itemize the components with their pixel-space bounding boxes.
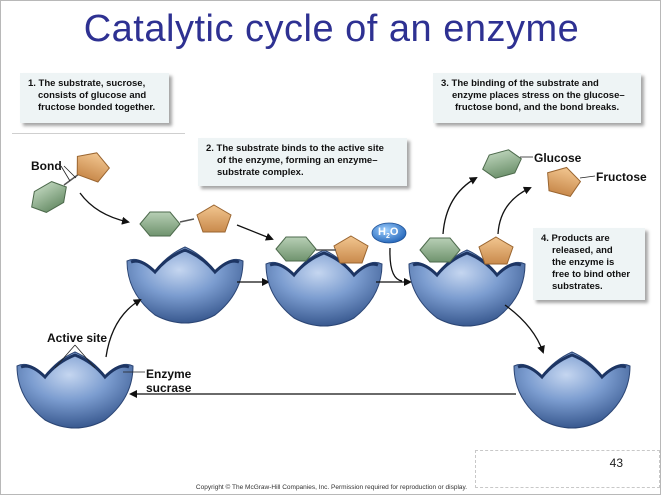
active-site-leader-left xyxy=(54,344,76,369)
arrow-fructose-release xyxy=(497,186,532,235)
bond-approaching xyxy=(179,218,195,223)
enzyme-substrate-complex xyxy=(264,248,384,328)
step-1-line-3: fructose bonded together. xyxy=(38,102,156,113)
fructose-shape-free xyxy=(71,146,114,185)
fructose-shape-approaching xyxy=(196,204,232,233)
step-2-line-2: of the enzyme, forming an enzyme– xyxy=(217,155,378,166)
enzyme-free-left xyxy=(15,350,135,430)
sucrose-approaching xyxy=(139,204,232,237)
fructose-shape-split xyxy=(478,236,514,265)
water-label-sub: 2 xyxy=(385,233,390,241)
bond-leader-line-2 xyxy=(63,165,77,179)
arrow-cycle-up xyxy=(105,298,142,358)
water-label-o: O xyxy=(389,226,399,238)
water-label-h: H xyxy=(378,226,386,238)
slide-number: 43 xyxy=(609,456,623,470)
glycosidic-bond xyxy=(63,173,80,186)
glucose-shape-released xyxy=(479,146,525,182)
bond-leader-line-1 xyxy=(60,165,71,182)
arrow-binding xyxy=(236,224,274,241)
bond-label: Bond xyxy=(31,159,62,173)
step-4-line-3: the enzyme is xyxy=(552,257,615,268)
active-site-label: Active site xyxy=(47,331,108,345)
fructose-label: Fructose xyxy=(596,170,647,184)
active-site-leader-right xyxy=(74,344,96,369)
enzyme-label-line1: Enzyme xyxy=(146,367,192,381)
step-1-line-1: 1. The substrate, sucrose, xyxy=(28,78,146,89)
enzyme-free-right xyxy=(512,350,632,430)
water-molecule xyxy=(371,222,407,244)
step-3-box: 3. The binding of the substrate and enzy… xyxy=(433,73,641,123)
step-2-box: 2. The substrate binds to the active sit… xyxy=(198,138,407,186)
slide-number-box xyxy=(475,450,660,488)
step-2-line-1: 2. The substrate binds to the active sit… xyxy=(206,143,384,154)
step-1-box: 1. The substrate, sucrose, consists of g… xyxy=(20,73,169,123)
arrow-glucose-release xyxy=(442,177,478,235)
slide-title: Catalytic cycle of an enzyme xyxy=(83,8,580,50)
step-4-line-1: 4. Products are xyxy=(541,233,610,244)
sucrose-molecule xyxy=(25,146,114,218)
step-4-line-5: substrates. xyxy=(552,281,603,292)
fructose-leader-line xyxy=(579,175,596,179)
step-4-box: 4. Products are released, and the enzyme… xyxy=(533,228,645,300)
copyright-notice: Copyright © The McGraw-Hill Companies, I… xyxy=(195,484,468,491)
step-4-line-2: released, and xyxy=(552,245,613,256)
glucose-shape-bound xyxy=(275,236,317,262)
glucose-shape-free xyxy=(25,176,73,218)
water-label: H2O xyxy=(378,226,398,240)
fructose-shape-released xyxy=(542,162,584,199)
step-2-line-3: substrate complex. xyxy=(217,167,304,178)
step-3-line-1: 3. The binding of the substrate and xyxy=(441,78,599,89)
step-4-line-4: free to bind other xyxy=(552,269,631,280)
fructose-shape-bound xyxy=(333,235,369,264)
glucose-shape-approaching xyxy=(139,211,181,237)
glucose-label: Glucose xyxy=(534,151,582,165)
enzyme-empty-top xyxy=(125,245,245,325)
water-entry-arrow xyxy=(389,247,403,282)
step-1-line-2: consists of glucose and xyxy=(38,90,147,101)
arrow-approach xyxy=(79,192,130,225)
step-3-line-2: enzyme places stress on the glucose– xyxy=(452,90,625,101)
enzyme-label-line2: sucrase xyxy=(146,381,192,395)
step-3-line-3: fructose bond, and the bond breaks. xyxy=(455,102,620,113)
divider-line xyxy=(12,133,185,134)
arrow-release-down xyxy=(504,304,545,354)
